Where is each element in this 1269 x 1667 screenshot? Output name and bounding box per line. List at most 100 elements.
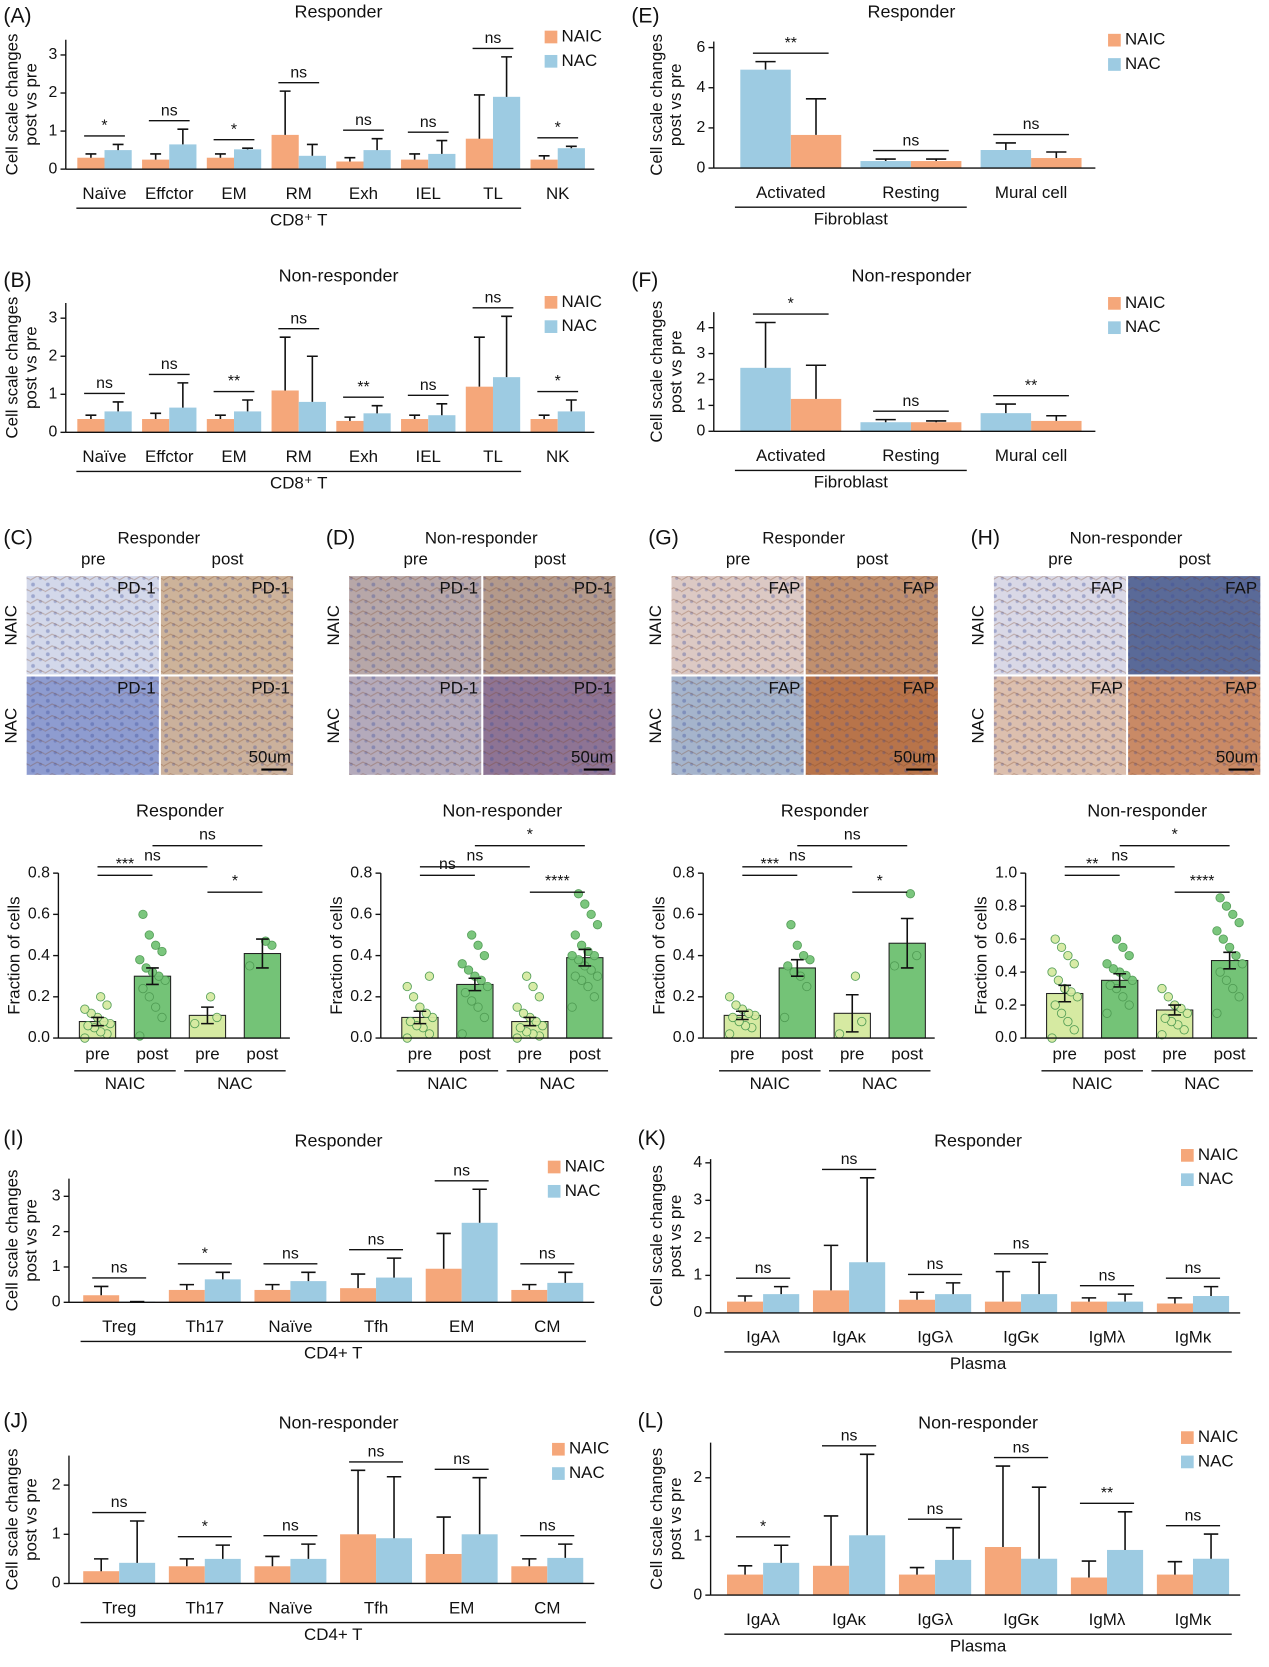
error-bar xyxy=(790,958,804,977)
error-bar xyxy=(1058,984,1072,1003)
error-bar xyxy=(179,1558,195,1567)
error-bar xyxy=(473,336,485,387)
data-point xyxy=(190,1018,200,1029)
data-point xyxy=(573,889,584,899)
bar xyxy=(204,1558,241,1584)
column-label: post xyxy=(534,550,566,569)
y-axis-label: post vs pre xyxy=(21,326,40,409)
bar xyxy=(77,419,105,433)
group-label: NAC xyxy=(217,1074,253,1093)
y-axis-label: Cell scale changes xyxy=(2,297,21,439)
x-tick-label: Mural cell xyxy=(995,446,1067,465)
data-point xyxy=(482,981,493,992)
data-point xyxy=(724,1029,735,1039)
y-tick-label: 0.0 xyxy=(995,1029,1017,1046)
bar xyxy=(511,1566,548,1584)
bar xyxy=(557,411,585,433)
comparison-label: ns xyxy=(467,847,484,864)
x-tick-label: EM xyxy=(449,1317,474,1336)
group-label: Fibroblast xyxy=(814,209,889,228)
error-bar xyxy=(413,1010,427,1025)
significance-label: ns xyxy=(539,1517,556,1534)
legend-swatch xyxy=(544,320,558,333)
legend-swatch xyxy=(1108,321,1121,335)
y-tick-label: 0 xyxy=(52,1575,61,1592)
data-point xyxy=(576,940,587,950)
data-point xyxy=(567,1002,577,1012)
bar xyxy=(465,386,493,433)
data-point xyxy=(534,992,545,1002)
error-bar xyxy=(995,1465,1011,1548)
significance-label: ns xyxy=(420,114,437,131)
x-tick-label: IEL xyxy=(416,447,441,466)
bar xyxy=(254,1566,291,1584)
error-bar xyxy=(386,1257,402,1278)
significance-label: ns xyxy=(927,1256,944,1273)
column-label: pre xyxy=(403,550,427,569)
bar xyxy=(727,1574,764,1596)
data-point xyxy=(905,889,916,899)
data-point xyxy=(467,996,477,1006)
significance-label: ns xyxy=(1013,1439,1030,1456)
group-label: CD4+ T xyxy=(304,1344,362,1363)
panel-label: (K) xyxy=(638,1127,666,1150)
bar xyxy=(298,155,326,170)
bar xyxy=(168,1566,205,1584)
bar xyxy=(428,415,456,433)
group-label: NAC xyxy=(539,1074,575,1093)
error-bar xyxy=(859,1177,875,1263)
error-bar xyxy=(805,97,827,135)
y-axis-label: post vs pre xyxy=(666,63,685,146)
bar xyxy=(1107,1549,1144,1596)
error-bar xyxy=(875,158,896,162)
error-bar xyxy=(735,1010,749,1021)
error-bar xyxy=(94,1285,109,1296)
significance-label: * xyxy=(231,121,237,138)
significance-label: ns xyxy=(282,1245,299,1262)
bar xyxy=(336,161,364,170)
bar xyxy=(984,1547,1022,1596)
data-point xyxy=(1072,992,1083,1002)
data-point xyxy=(786,920,796,930)
significance-label: * xyxy=(760,1518,766,1535)
row-label: NAC xyxy=(969,708,988,744)
group-label: CD8⁺ T xyxy=(270,210,327,229)
significance-label: * xyxy=(101,118,107,135)
stain-label: FAP xyxy=(1225,578,1257,597)
chart-title: Responder xyxy=(295,1,383,21)
data-point xyxy=(1237,959,1247,969)
data-point xyxy=(402,981,412,992)
error-bar xyxy=(179,1283,195,1290)
significance-label: ** xyxy=(357,379,369,396)
error-bar xyxy=(112,401,124,412)
row-label: NAC xyxy=(646,708,665,744)
error-bar xyxy=(1117,1293,1133,1302)
chart-title: Non-responder xyxy=(852,266,972,286)
x-tick-label: IgAλ xyxy=(746,1328,780,1347)
bar xyxy=(83,1295,120,1303)
data-point xyxy=(1127,975,1138,985)
group-label: NAC xyxy=(1184,1074,1220,1093)
row-label: NAIC xyxy=(969,605,988,645)
bar xyxy=(727,1301,764,1313)
bar xyxy=(204,1279,241,1303)
error-bar xyxy=(409,414,421,420)
bar xyxy=(104,411,132,433)
bar xyxy=(511,1289,548,1303)
column-label: pre xyxy=(1048,550,1072,569)
error-bar xyxy=(565,145,577,149)
comparison-label: * xyxy=(527,826,533,843)
x-tick-label: IgAκ xyxy=(832,1610,866,1629)
significance-label: ns xyxy=(903,132,920,149)
significance-label: ns xyxy=(903,393,920,410)
group-label: Plasma xyxy=(950,1636,1007,1655)
y-axis-label: Fraction of cells xyxy=(327,896,346,1014)
data-point xyxy=(83,1021,93,1031)
error-bar xyxy=(409,153,421,160)
error-bar xyxy=(1081,1560,1097,1578)
data-point xyxy=(405,1016,416,1027)
error-bar xyxy=(265,1555,280,1567)
data-point xyxy=(1124,950,1134,961)
stain-label: FAP xyxy=(1091,578,1123,597)
error-bar xyxy=(129,1520,145,1563)
